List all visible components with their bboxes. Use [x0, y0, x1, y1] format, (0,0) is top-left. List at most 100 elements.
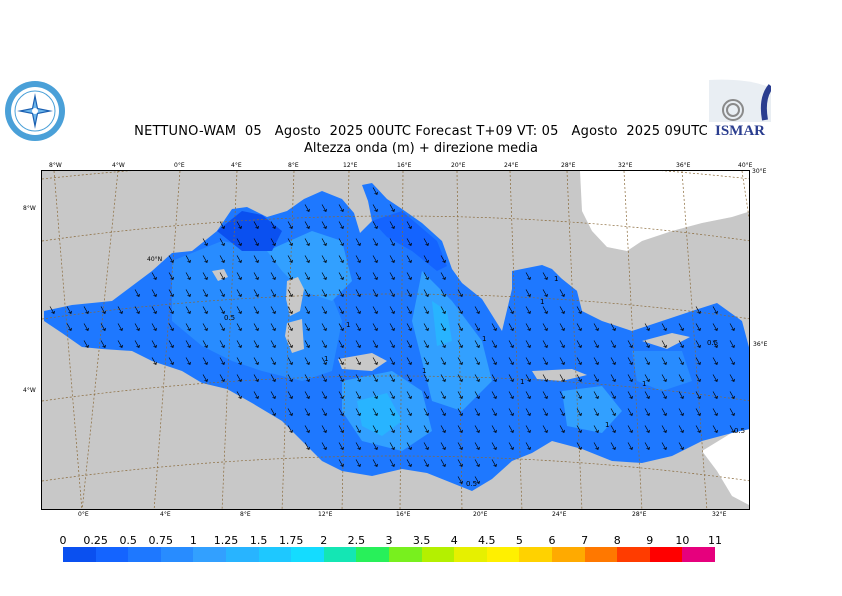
direction-arrow-icon	[576, 442, 582, 451]
direction-arrow-icon	[321, 204, 327, 213]
direction-arrow-icon	[236, 306, 242, 315]
direction-arrow-icon	[542, 374, 548, 383]
direction-arrow-icon	[678, 408, 684, 417]
direction-arrow-icon	[134, 323, 140, 332]
direction-arrow-icon	[525, 306, 531, 315]
direction-arrow-icon	[304, 238, 310, 247]
direction-arrow-icon	[338, 221, 344, 230]
direction-arrow-icon	[593, 340, 599, 349]
direction-arrow-icon	[474, 357, 480, 366]
direction-arrow-icon	[525, 391, 531, 400]
scale-label: 8	[613, 534, 621, 547]
direction-arrow-icon	[151, 323, 157, 332]
direction-arrow-icon	[440, 459, 446, 468]
direction-arrow-icon	[253, 340, 259, 349]
direction-arrow-icon	[695, 374, 701, 383]
direction-arrow-icon	[576, 374, 582, 383]
direction-arrow-icon	[712, 374, 718, 383]
direction-arrow-icon	[695, 391, 701, 400]
direction-arrow-icon	[355, 306, 361, 315]
direction-arrow-icon	[253, 323, 259, 332]
direction-arrow-icon	[168, 272, 174, 281]
scale-label: 0.75	[148, 534, 174, 547]
direction-arrow-icon	[610, 425, 616, 434]
direction-arrow-icon	[474, 442, 480, 451]
direction-arrow-icon	[423, 323, 429, 332]
direction-arrow-icon	[525, 289, 531, 298]
direction-arrow-icon	[474, 391, 480, 400]
direction-arrow-icon	[406, 306, 412, 315]
direction-arrow-icon	[695, 323, 701, 332]
scale-label: 7	[581, 534, 589, 547]
direction-arrow-icon	[610, 442, 616, 451]
lon-tick: 32°E	[618, 162, 633, 169]
direction-arrow-icon	[644, 391, 650, 400]
direction-arrow-icon	[678, 442, 684, 451]
direction-arrow-icon	[321, 272, 327, 281]
direction-arrow-icon	[389, 408, 395, 417]
direction-arrow-icon	[440, 255, 446, 264]
scale-segment	[486, 547, 520, 562]
direction-arrow-icon	[151, 289, 157, 298]
direction-arrow-icon	[474, 374, 480, 383]
direction-arrow-icon	[338, 289, 344, 298]
direction-arrow-icon	[219, 238, 225, 247]
contour-label: 1	[642, 380, 646, 388]
lon-tick: 20°E	[473, 511, 488, 518]
direction-arrow-icon	[355, 374, 361, 383]
contour-label: 1	[605, 421, 609, 429]
direction-arrow-icon	[287, 340, 293, 349]
direction-arrow-icon	[219, 272, 225, 281]
direction-arrow-icon	[508, 374, 514, 383]
direction-arrow-icon	[678, 425, 684, 434]
scale-segment	[291, 547, 324, 562]
direction-arrow-icon	[457, 374, 463, 383]
lon-tick: 16°E	[397, 162, 412, 169]
direction-arrow-icon	[423, 272, 429, 281]
direction-arrow-icon	[406, 238, 412, 247]
scale-segment	[160, 547, 194, 562]
direction-arrow-icon	[355, 442, 361, 451]
direction-arrow-icon	[134, 306, 140, 315]
direction-arrow-icon	[678, 357, 684, 366]
direction-arrow-icon	[423, 442, 429, 451]
scale-segment	[323, 547, 357, 562]
direction-arrow-icon	[440, 408, 446, 417]
scale-segment	[95, 547, 129, 562]
direction-arrow-icon	[559, 289, 565, 298]
contour-label: 0.5	[466, 480, 477, 488]
direction-arrow-icon	[372, 391, 378, 400]
direction-arrow-icon	[219, 323, 225, 332]
direction-arrow-icon	[168, 306, 174, 315]
wave-height-map: 0.5 1 1 1 1 1 1 1 1 0.5 0.5 1 0.5 40°N	[41, 170, 750, 510]
direction-arrow-icon	[389, 255, 395, 264]
direction-arrow-icon	[321, 374, 327, 383]
contour-label: 1	[482, 335, 486, 343]
direction-arrow-icon	[389, 221, 395, 230]
direction-arrow-icon	[270, 221, 276, 230]
nettuno-logo	[4, 80, 66, 142]
direction-arrow-icon	[338, 425, 344, 434]
direction-arrow-icon	[525, 357, 531, 366]
direction-arrow-icon	[151, 272, 157, 281]
wave-direction-arrows	[49, 187, 735, 485]
lon-tick: 24°E	[504, 162, 519, 169]
scale-segment	[551, 547, 585, 562]
scale-label: 4.5	[478, 534, 496, 547]
direction-arrow-icon	[457, 323, 463, 332]
direction-arrow-icon	[559, 391, 565, 400]
direction-arrow-icon	[491, 391, 497, 400]
direction-arrow-icon	[644, 374, 650, 383]
direction-arrow-icon	[236, 374, 242, 383]
direction-arrow-icon	[644, 408, 650, 417]
direction-arrow-icon	[270, 255, 276, 264]
direction-arrow-icon	[389, 374, 395, 383]
direction-arrow-icon	[236, 391, 242, 400]
outside-domain-area	[702, 422, 749, 505]
direction-arrow-icon	[321, 221, 327, 230]
direction-arrow-icon	[304, 255, 310, 264]
contour-label: 1	[324, 355, 328, 363]
direction-arrow-icon	[168, 340, 174, 349]
direction-arrow-icon	[304, 357, 310, 366]
direction-arrow-icon	[729, 357, 735, 366]
